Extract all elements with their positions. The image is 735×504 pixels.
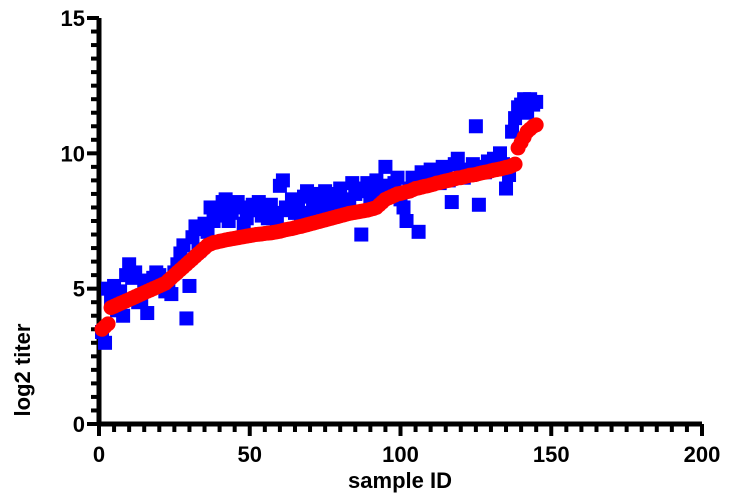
square-point	[399, 214, 414, 228]
square-point	[116, 308, 131, 323]
square-point	[499, 181, 514, 196]
x-tick-label: 150	[533, 442, 570, 467]
square-point	[508, 111, 523, 126]
square-point	[140, 306, 155, 321]
x-tick-label: 0	[93, 442, 105, 467]
square-point	[444, 195, 459, 210]
square-point	[390, 170, 405, 185]
y-tick-label: 15	[61, 6, 85, 31]
square-point	[200, 224, 215, 239]
square-point	[333, 181, 348, 196]
square-point	[275, 173, 290, 188]
square-point	[450, 151, 465, 166]
x-tick-label: 200	[684, 442, 721, 467]
square-point	[468, 119, 483, 134]
square-point	[98, 335, 113, 350]
tick-labels: 0 50 100 150 200 0 5 10 15	[61, 6, 721, 467]
x-tick-label: 100	[382, 442, 419, 467]
series-circles	[94, 117, 544, 337]
y-axis-title: log2 titer	[10, 323, 35, 416]
circle-point	[100, 316, 116, 332]
x-tick-label: 50	[238, 442, 262, 467]
square-point	[164, 287, 179, 302]
square-point	[492, 146, 507, 161]
square-point	[505, 124, 520, 139]
circle-point	[507, 156, 523, 172]
square-point	[179, 311, 194, 326]
x-axis-title: sample ID	[348, 468, 452, 493]
square-point	[378, 159, 393, 174]
square-point	[354, 227, 369, 242]
square-point	[411, 224, 426, 239]
square-point	[471, 197, 486, 212]
circle-point	[528, 117, 544, 133]
series-squares	[95, 92, 544, 350]
y-tick-label: 0	[73, 412, 85, 437]
square-point	[182, 278, 197, 293]
ticks	[87, 16, 704, 436]
y-tick-label: 5	[73, 277, 85, 302]
axes	[96, 18, 702, 427]
y-tick-label: 10	[61, 141, 85, 166]
square-point	[396, 200, 411, 215]
square-point	[529, 94, 544, 109]
